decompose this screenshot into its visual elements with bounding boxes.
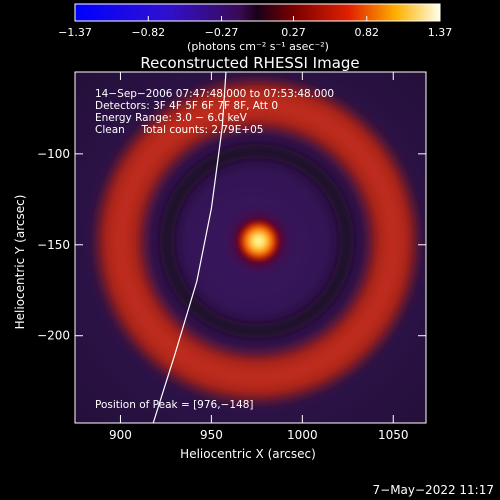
annotation-clean-counts: Clean Total counts: 2.79E+05 <box>95 124 264 136</box>
annotation-time-range: 14−Sep−2006 07:47:48.000 to 07:53:48.000 <box>95 88 334 100</box>
y-axis-ticks: −100 −150 −200 <box>37 147 426 343</box>
colorbar-ticks: −1.37 −0.82 −0.27 0.27 0.82 1.37 <box>58 16 452 39</box>
colorbar-tick-label: 0.27 <box>281 26 306 39</box>
x-axis-ticks: 900 950 1000 1050 <box>109 72 409 442</box>
emission-ring-core <box>110 94 404 388</box>
y-axis-label: Heliocentric Y (arcsec) <box>13 195 27 330</box>
colorbar-tick-label: −0.27 <box>205 26 239 39</box>
x-tick-label: 900 <box>109 428 132 442</box>
plot-frame <box>74 71 427 424</box>
footer-timestamp: 7−May−2022 11:17 <box>373 483 495 497</box>
x-axis-label: Heliocentric X (arcsec) <box>180 447 316 461</box>
x-tick-label: 1050 <box>378 428 409 442</box>
solar-limb-curve <box>152 72 227 423</box>
annotation-peak-position: Position of Peak = [976,−148] <box>95 399 254 411</box>
chart-title: Reconstructed RHESSI Image <box>140 54 359 72</box>
x-tick-label: 1000 <box>287 428 318 442</box>
y-tick-label: −100 <box>37 147 70 161</box>
y-tick-label: −150 <box>37 238 70 252</box>
colorbar-tick-label: −1.37 <box>58 26 92 39</box>
x-tick-label: 950 <box>200 428 223 442</box>
colorbar-tick-label: 0.82 <box>354 26 379 39</box>
colorbar-unit-label: (photons cm⁻² s⁻¹ asec⁻²) <box>187 40 329 53</box>
colorbar <box>74 3 441 22</box>
annotation-energy-range: Energy Range: 3.0 − 6.0 keV <box>95 112 248 124</box>
y-tick-label: −200 <box>37 329 70 343</box>
annotation-detectors: Detectors: 3F 4F 5F 6F 7F 8F, Att 0 <box>95 100 278 112</box>
ring-gap <box>159 144 354 339</box>
peak-source <box>236 219 281 263</box>
colorbar-tick-label: −0.82 <box>131 26 165 39</box>
colorbar-tick-label: 1.37 <box>428 26 453 39</box>
